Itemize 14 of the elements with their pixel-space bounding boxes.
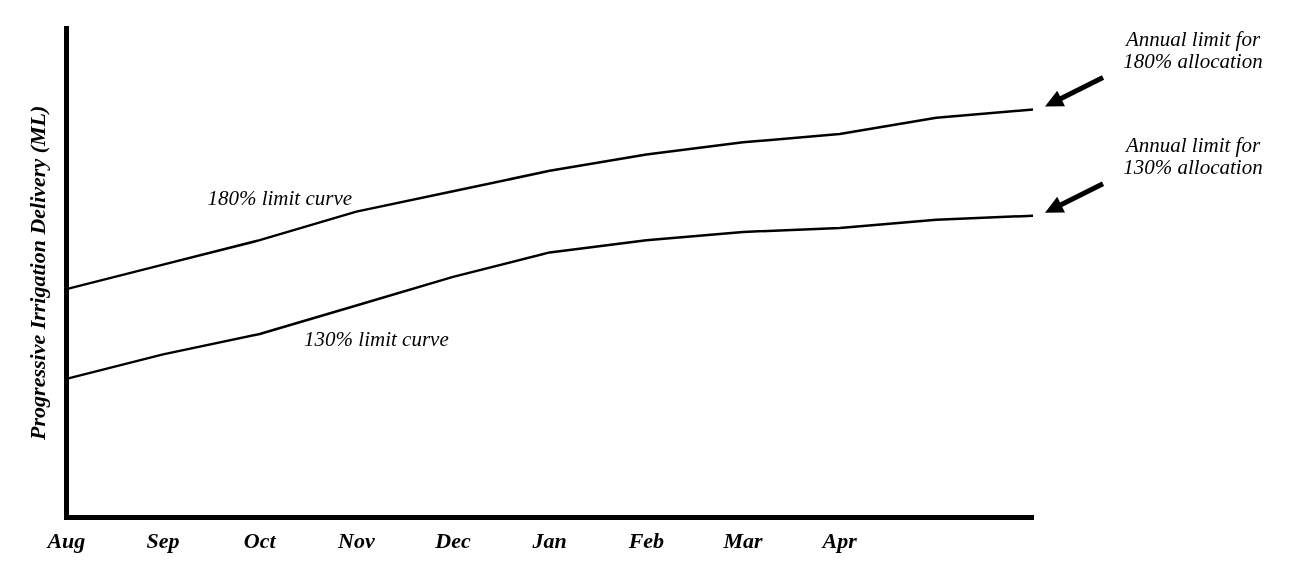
x-tick-label: Mar <box>722 528 764 554</box>
series-label: 180% limit curve <box>207 186 353 211</box>
x-tick-label: Feb <box>627 528 665 554</box>
x-tick-label: Dec <box>434 528 471 554</box>
y-axis-title: Progressive Irrigation Delivery (ML) <box>24 105 50 441</box>
text: Annual limit for 180% allocation <box>1123 27 1263 74</box>
x-tick-label: Apr <box>820 528 858 554</box>
x-tick-label: Jan <box>531 528 567 554</box>
series-label: 130% limit curve <box>304 327 449 352</box>
x-tick-label: Sep <box>146 528 180 554</box>
x-tick-label: Oct <box>243 528 277 554</box>
x-tick-label: Aug <box>45 528 86 554</box>
x-tick-label: Nov <box>337 528 375 554</box>
text: Annual limit for 130% allocation <box>1123 133 1263 180</box>
